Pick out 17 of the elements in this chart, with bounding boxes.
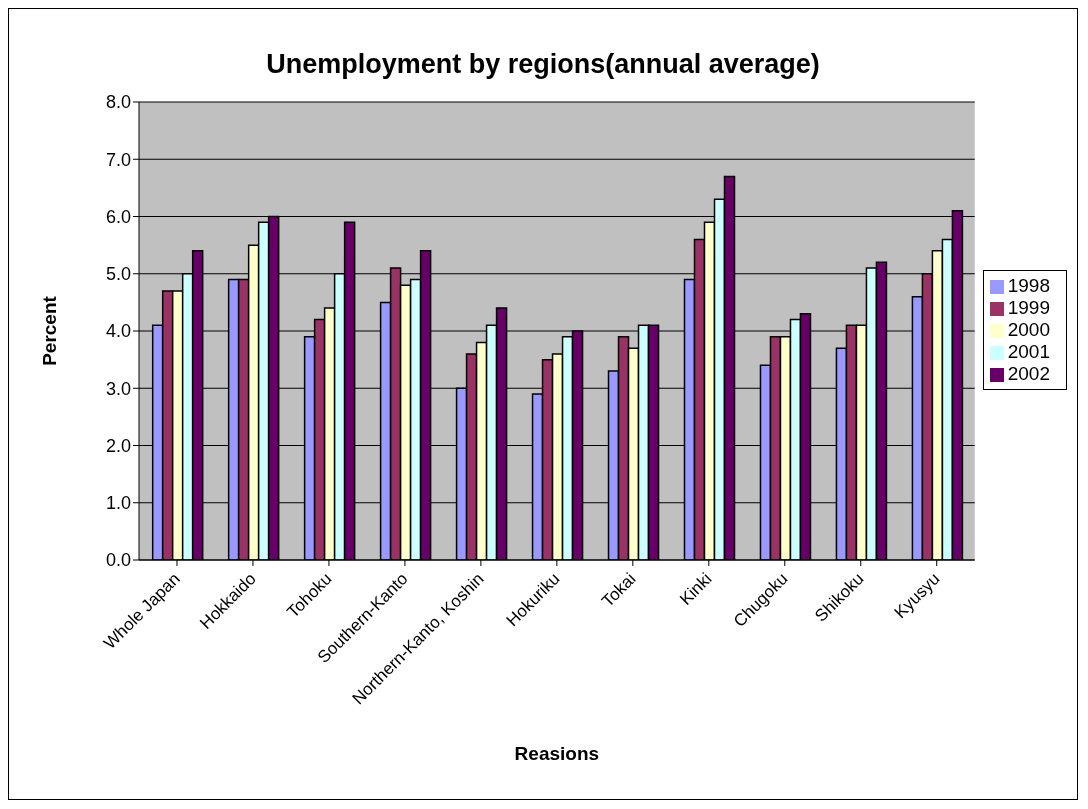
y-tick-label: 5.0 bbox=[105, 264, 131, 285]
chart-title: Unemployment by regions(annual average) bbox=[265, 49, 821, 80]
y-axis-title: Percent bbox=[38, 295, 60, 366]
legend-label: 1999 bbox=[1007, 297, 1050, 318]
y-tick-label: 1.0 bbox=[105, 493, 131, 514]
y-tick-label: 8.0 bbox=[105, 92, 131, 113]
x-axis-title: Reasions bbox=[514, 743, 600, 764]
legend-label: 2002 bbox=[1007, 363, 1050, 384]
y-tick-label: 4.0 bbox=[105, 321, 131, 342]
legend-label: 2000 bbox=[1007, 319, 1050, 340]
legend-label: 1998 bbox=[1007, 275, 1050, 296]
y-tick-label: 6.0 bbox=[105, 206, 131, 227]
y-tick-label: 2.0 bbox=[105, 435, 131, 456]
y-tick-label: 7.0 bbox=[105, 149, 131, 170]
y-tick-label: 0.0 bbox=[105, 550, 131, 571]
legend-label: 2001 bbox=[1007, 341, 1050, 362]
y-tick-label: 3.0 bbox=[105, 378, 131, 399]
